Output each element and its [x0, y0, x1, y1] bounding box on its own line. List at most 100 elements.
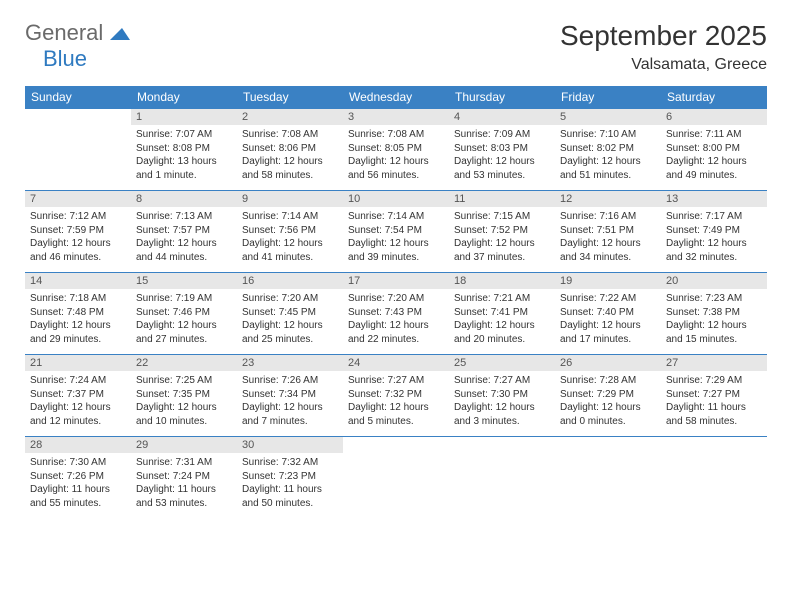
- calendar-row: 28Sunrise: 7:30 AMSunset: 7:26 PMDayligh…: [25, 437, 767, 519]
- sunrise-text: Sunrise: 7:31 AM: [136, 456, 232, 470]
- calendar-cell: 11Sunrise: 7:15 AMSunset: 7:52 PMDayligh…: [449, 191, 555, 273]
- calendar-cell: 13Sunrise: 7:17 AMSunset: 7:49 PMDayligh…: [661, 191, 767, 273]
- logo: General Blue: [25, 20, 130, 72]
- calendar-cell: [343, 437, 449, 519]
- daylight-text: Daylight: 12 hours: [136, 401, 232, 415]
- day-number: 3: [343, 109, 449, 125]
- sunrise-text: Sunrise: 7:08 AM: [242, 128, 338, 142]
- calendar-cell: 1Sunrise: 7:07 AMSunset: 8:08 PMDaylight…: [131, 109, 237, 191]
- day-number: 9: [237, 191, 343, 207]
- calendar-cell: [25, 109, 131, 191]
- daylight-text: and 22 minutes.: [348, 333, 444, 347]
- sunset-text: Sunset: 7:49 PM: [666, 224, 762, 238]
- day-number: 18: [449, 273, 555, 289]
- sunrise-text: Sunrise: 7:10 AM: [560, 128, 656, 142]
- sunset-text: Sunset: 7:45 PM: [242, 306, 338, 320]
- day-number: 27: [661, 355, 767, 371]
- calendar-row: 21Sunrise: 7:24 AMSunset: 7:37 PMDayligh…: [25, 355, 767, 437]
- daylight-text: and 3 minutes.: [454, 415, 550, 429]
- calendar-cell: 20Sunrise: 7:23 AMSunset: 7:38 PMDayligh…: [661, 273, 767, 355]
- daylight-text: and 0 minutes.: [560, 415, 656, 429]
- calendar-row: 7Sunrise: 7:12 AMSunset: 7:59 PMDaylight…: [25, 191, 767, 273]
- day-number: 16: [237, 273, 343, 289]
- calendar-cell: 30Sunrise: 7:32 AMSunset: 7:23 PMDayligh…: [237, 437, 343, 519]
- daylight-text: Daylight: 12 hours: [348, 155, 444, 169]
- daylight-text: and 56 minutes.: [348, 169, 444, 183]
- weekday-header: Tuesday: [237, 86, 343, 109]
- daylight-text: and 44 minutes.: [136, 251, 232, 265]
- daylight-text: Daylight: 12 hours: [242, 319, 338, 333]
- daylight-text: Daylight: 11 hours: [666, 401, 762, 415]
- daylight-text: Daylight: 12 hours: [348, 401, 444, 415]
- daylight-text: and 15 minutes.: [666, 333, 762, 347]
- weekday-header: Monday: [131, 86, 237, 109]
- sunrise-text: Sunrise: 7:25 AM: [136, 374, 232, 388]
- weekday-header: Saturday: [661, 86, 767, 109]
- daylight-text: and 50 minutes.: [242, 497, 338, 511]
- daylight-text: Daylight: 12 hours: [30, 237, 126, 251]
- weekday-header: Sunday: [25, 86, 131, 109]
- sunset-text: Sunset: 7:23 PM: [242, 470, 338, 484]
- daylight-text: Daylight: 12 hours: [136, 319, 232, 333]
- calendar-cell: 4Sunrise: 7:09 AMSunset: 8:03 PMDaylight…: [449, 109, 555, 191]
- daylight-text: and 27 minutes.: [136, 333, 232, 347]
- daylight-text: Daylight: 11 hours: [242, 483, 338, 497]
- sunset-text: Sunset: 7:32 PM: [348, 388, 444, 402]
- daylight-text: and 58 minutes.: [242, 169, 338, 183]
- sunrise-text: Sunrise: 7:18 AM: [30, 292, 126, 306]
- sunrise-text: Sunrise: 7:27 AM: [454, 374, 550, 388]
- sunrise-text: Sunrise: 7:08 AM: [348, 128, 444, 142]
- sunset-text: Sunset: 7:43 PM: [348, 306, 444, 320]
- daylight-text: and 55 minutes.: [30, 497, 126, 511]
- logo-text-general: General: [25, 20, 103, 45]
- daylight-text: and 5 minutes.: [348, 415, 444, 429]
- day-number: 6: [661, 109, 767, 125]
- daylight-text: and 1 minute.: [136, 169, 232, 183]
- header-right: September 2025 Valsamata, Greece: [560, 20, 767, 74]
- calendar-cell: 19Sunrise: 7:22 AMSunset: 7:40 PMDayligh…: [555, 273, 661, 355]
- calendar-cell: 22Sunrise: 7:25 AMSunset: 7:35 PMDayligh…: [131, 355, 237, 437]
- logo-text-blue: Blue: [43, 46, 130, 72]
- weekday-header: Thursday: [449, 86, 555, 109]
- daylight-text: and 51 minutes.: [560, 169, 656, 183]
- calendar-cell: 17Sunrise: 7:20 AMSunset: 7:43 PMDayligh…: [343, 273, 449, 355]
- calendar-table: Sunday Monday Tuesday Wednesday Thursday…: [25, 86, 767, 518]
- sunrise-text: Sunrise: 7:22 AM: [560, 292, 656, 306]
- day-number: 30: [237, 437, 343, 453]
- day-number: 28: [25, 437, 131, 453]
- calendar-cell: 6Sunrise: 7:11 AMSunset: 8:00 PMDaylight…: [661, 109, 767, 191]
- sunrise-text: Sunrise: 7:12 AM: [30, 210, 126, 224]
- sunrise-text: Sunrise: 7:26 AM: [242, 374, 338, 388]
- weekday-row: Sunday Monday Tuesday Wednesday Thursday…: [25, 86, 767, 109]
- day-number: 4: [449, 109, 555, 125]
- sunrise-text: Sunrise: 7:07 AM: [136, 128, 232, 142]
- location: Valsamata, Greece: [560, 56, 767, 74]
- day-number: 11: [449, 191, 555, 207]
- daylight-text: and 29 minutes.: [30, 333, 126, 347]
- month-title: September 2025: [560, 20, 767, 52]
- day-number: 15: [131, 273, 237, 289]
- day-number: 21: [25, 355, 131, 371]
- sunset-text: Sunset: 8:06 PM: [242, 142, 338, 156]
- calendar-cell: 10Sunrise: 7:14 AMSunset: 7:54 PMDayligh…: [343, 191, 449, 273]
- daylight-text: Daylight: 12 hours: [454, 155, 550, 169]
- sunrise-text: Sunrise: 7:23 AM: [666, 292, 762, 306]
- daylight-text: Daylight: 12 hours: [348, 237, 444, 251]
- day-number: 23: [237, 355, 343, 371]
- daylight-text: Daylight: 12 hours: [454, 237, 550, 251]
- calendar-cell: [449, 437, 555, 519]
- daylight-text: Daylight: 12 hours: [454, 401, 550, 415]
- daylight-text: Daylight: 12 hours: [30, 401, 126, 415]
- sunset-text: Sunset: 7:34 PM: [242, 388, 338, 402]
- calendar-cell: 25Sunrise: 7:27 AMSunset: 7:30 PMDayligh…: [449, 355, 555, 437]
- day-number: 17: [343, 273, 449, 289]
- sunset-text: Sunset: 7:56 PM: [242, 224, 338, 238]
- day-number: 2: [237, 109, 343, 125]
- sunrise-text: Sunrise: 7:09 AM: [454, 128, 550, 142]
- daylight-text: Daylight: 13 hours: [136, 155, 232, 169]
- calendar-row: 1Sunrise: 7:07 AMSunset: 8:08 PMDaylight…: [25, 109, 767, 191]
- daylight-text: Daylight: 11 hours: [30, 483, 126, 497]
- sunset-text: Sunset: 7:35 PM: [136, 388, 232, 402]
- daylight-text: Daylight: 12 hours: [560, 401, 656, 415]
- daylight-text: and 7 minutes.: [242, 415, 338, 429]
